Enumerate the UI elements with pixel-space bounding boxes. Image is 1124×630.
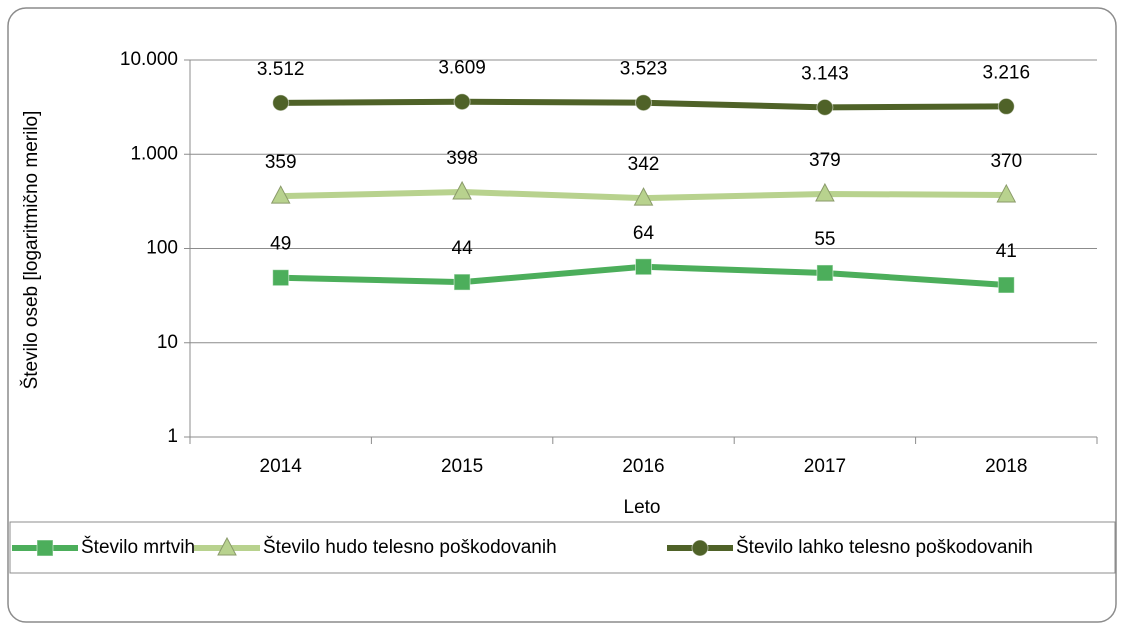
y-tick-label: 1.000	[130, 143, 178, 164]
data-point	[635, 258, 652, 276]
data-label: 3.143	[801, 63, 849, 84]
x-tick-label: 2017	[804, 456, 846, 477]
data-point	[635, 94, 652, 112]
data-label: 379	[809, 150, 841, 171]
data-label: 64	[633, 223, 655, 244]
legend-box	[9, 521, 1116, 574]
data-point	[453, 93, 471, 111]
data-label: 370	[990, 151, 1022, 172]
data-point	[270, 185, 291, 204]
data-point	[997, 276, 1015, 294]
x-axis-label: Leto	[624, 497, 661, 518]
data-label: 398	[446, 148, 478, 169]
chart-border	[7, 7, 1117, 623]
legend-label: Število mrtvih	[81, 536, 195, 558]
data-label: 55	[814, 229, 835, 250]
data-label: 44	[452, 238, 474, 259]
data-point	[633, 187, 654, 206]
data-label: 359	[265, 152, 297, 173]
y-tick-label: 100	[146, 238, 178, 259]
data-label: 3.216	[983, 62, 1031, 83]
y-tick-label: 10.000	[120, 49, 178, 70]
data-point	[815, 182, 835, 202]
data-point	[453, 273, 471, 291]
data-label: 41	[996, 241, 1017, 262]
legend-swatch-marker	[217, 536, 237, 556]
legend-label: Število hudo telesno poškodovanih	[263, 536, 557, 558]
x-tick-label: 2016	[622, 456, 664, 477]
x-tick-label: 2015	[441, 456, 483, 477]
x-tick-label: 2018	[985, 456, 1027, 477]
data-point	[452, 180, 472, 200]
data-label: 3.609	[438, 58, 486, 79]
data-point	[272, 94, 290, 112]
data-point	[997, 97, 1015, 115]
data-point	[996, 183, 1017, 203]
y-tick-label: 10	[157, 332, 178, 353]
data-label: 342	[628, 154, 660, 175]
data-point	[272, 269, 290, 287]
data-point	[816, 264, 834, 282]
data-label: 49	[270, 234, 291, 255]
legend-swatch-marker	[36, 539, 54, 557]
legend-label: Število lahko telesno poškodovanih	[736, 536, 1033, 558]
data-point	[816, 98, 834, 116]
data-label: 3.512	[257, 59, 305, 80]
legend-swatch-marker	[691, 539, 709, 557]
y-axis-label: Število oseb [logaritmično merilo]	[20, 111, 42, 390]
y-tick-label: 1	[167, 426, 178, 447]
x-tick-label: 2014	[260, 456, 303, 477]
data-label: 3.523	[620, 59, 668, 80]
